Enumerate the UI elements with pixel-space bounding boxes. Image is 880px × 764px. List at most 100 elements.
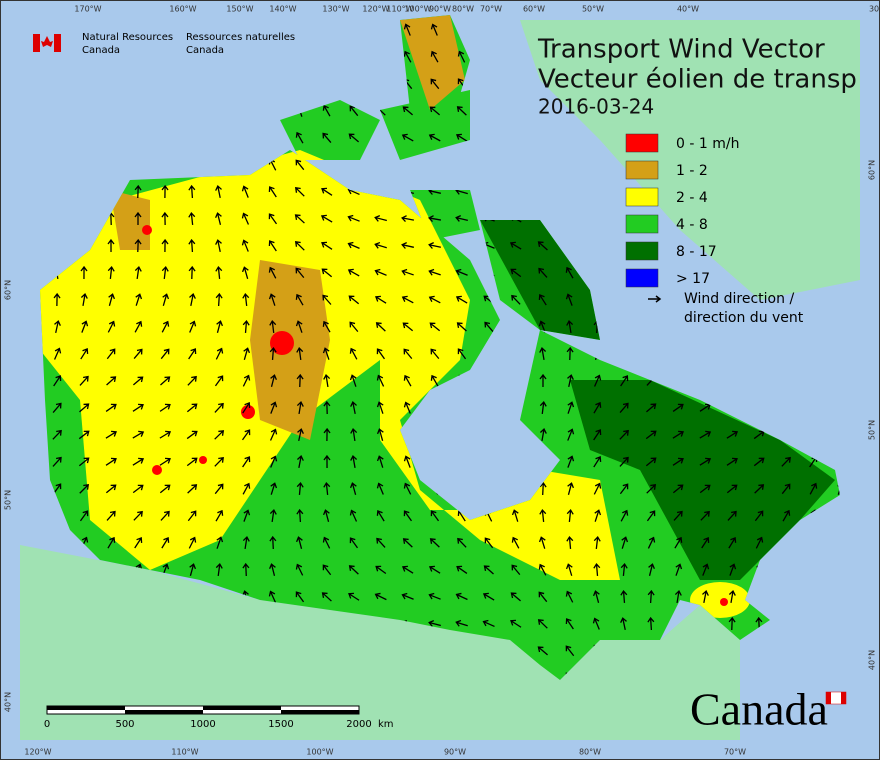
wind-arrow [215, 347, 224, 360]
wind-arrow [645, 457, 657, 467]
wind-arrow [161, 238, 169, 253]
wind-arrow [592, 590, 600, 603]
wind-arrow [79, 510, 89, 522]
wind-arrow [348, 133, 360, 143]
wind-arrow [161, 265, 169, 280]
wind-arrow [159, 403, 171, 412]
wind-arrow [295, 591, 305, 603]
wind-arrow [403, 348, 413, 360]
wind-arrow [80, 348, 89, 360]
graticule-label: 90°W [444, 748, 466, 757]
wind-arrow [162, 293, 170, 306]
wind-arrow [215, 292, 223, 307]
wind-arrow [160, 348, 170, 360]
wind-arrow [349, 537, 359, 549]
wind-arrow [295, 131, 304, 144]
wind-arrow [133, 510, 143, 521]
wind-arrow [349, 482, 357, 495]
wind-arrow [456, 565, 468, 574]
wind-arrow [108, 293, 116, 306]
wind-arrow [646, 510, 656, 522]
wind-arrow [159, 430, 172, 439]
wind-arrow [457, 50, 466, 63]
wind-arrow [348, 295, 360, 305]
wind-arrow [566, 346, 574, 361]
wind-arrow [567, 374, 574, 388]
wind-arrow [242, 535, 250, 550]
wind-arrow [320, 214, 333, 223]
wind-arrow [428, 242, 442, 249]
wind-arrow [620, 562, 628, 577]
usa [20, 545, 740, 740]
wind-arrow [620, 509, 629, 522]
wind-arrow [538, 267, 548, 278]
wind-arrow [482, 592, 495, 601]
wind-arrow [296, 508, 304, 523]
scale-label: 1000 [190, 719, 215, 730]
wind-arrow [134, 320, 143, 333]
wind-arrow [242, 402, 251, 414]
wind-arrow [80, 293, 88, 307]
wind-arrow [294, 241, 305, 251]
wind-arrow [376, 509, 385, 522]
legend-label: 1 - 2 [676, 163, 708, 179]
wind-arrow [539, 481, 547, 496]
wind-arrow [401, 242, 414, 249]
wind-arrow [699, 484, 711, 494]
wind-arrow [455, 619, 468, 627]
wind-arrow [269, 508, 277, 523]
wind-arrow [510, 619, 522, 628]
wind-arrow [403, 482, 412, 495]
wind-arrow [242, 562, 250, 577]
graticule-label: 170°W [74, 5, 101, 14]
wind-arrow [401, 268, 414, 276]
wind-arrow [726, 457, 738, 466]
wind-arrow [646, 484, 657, 494]
wind-arrow [376, 455, 384, 468]
wind-arrow [430, 348, 440, 360]
wind-arrow [270, 455, 278, 468]
wind-arrow [429, 538, 440, 548]
wind-arrow [403, 50, 412, 63]
wind-arrow [538, 320, 546, 333]
wind-arrow [401, 215, 415, 223]
wind-arrow [592, 617, 600, 630]
wind-arrow [215, 239, 222, 253]
wind-arrow [134, 537, 143, 549]
wind-arrow [107, 536, 116, 549]
wind-arrow [647, 536, 656, 549]
wind-arrow [79, 483, 90, 494]
wind-arrow [511, 509, 519, 522]
graticule-label: 80°W [452, 5, 474, 14]
wind-arrow [296, 346, 304, 361]
wind-arrow [482, 619, 495, 628]
wind-arrow [374, 268, 387, 276]
wind-arrow [295, 563, 304, 576]
wind-arrow [107, 238, 115, 253]
wind-arrow [672, 484, 684, 494]
scale-unit: km [378, 719, 394, 730]
wind-arrow [728, 616, 736, 631]
wind-arrow [538, 536, 546, 549]
wind-arrow [376, 374, 385, 387]
wind-arrow [455, 592, 468, 601]
wind-arrow [376, 482, 384, 495]
wind-arrow [295, 159, 305, 171]
wind-arrow [105, 403, 117, 412]
wind-arrow [134, 184, 142, 199]
wind-arrow [782, 509, 791, 522]
wind-arrow [348, 565, 359, 575]
wind-arrow [269, 563, 276, 576]
wind-arrow [593, 429, 602, 441]
wind-arrow [781, 456, 791, 467]
wind-arrow [322, 509, 330, 522]
wind-arrow [403, 510, 413, 522]
wind-arrow [187, 375, 197, 386]
wind-arrow [350, 455, 358, 469]
wind-arrow [538, 563, 547, 576]
graticule-label: 120°W [362, 5, 389, 14]
wind-arrow [401, 295, 414, 304]
wind-arrow [188, 238, 196, 253]
wind-arrow [78, 430, 90, 440]
wind-arrow [699, 457, 712, 466]
